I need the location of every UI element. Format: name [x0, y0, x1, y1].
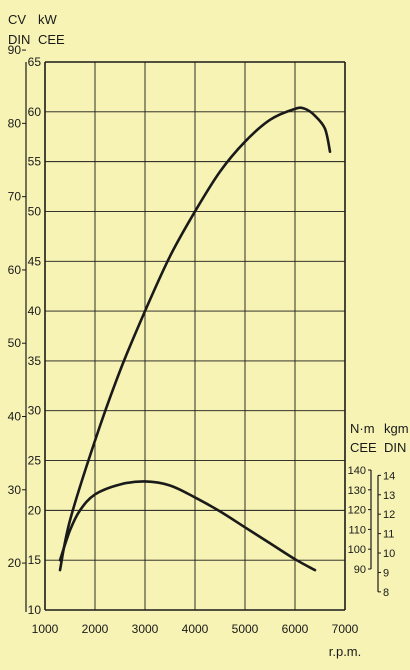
- kw-unit-label: kW: [38, 12, 58, 27]
- cv-unit-label: CV: [8, 12, 26, 27]
- nm-tick-label: 130: [348, 485, 366, 497]
- kw-tick-label: 50: [28, 204, 42, 218]
- cv-tick-label: 90: [8, 43, 22, 57]
- kw-standard-label: CEE: [38, 32, 65, 47]
- kgm-tick-label: 12: [383, 509, 395, 521]
- x-axis-label: r.p.m.: [329, 644, 362, 659]
- kgm-tick-label: 9: [383, 567, 389, 579]
- torque-curve: [58, 480, 317, 572]
- power-curve: [58, 106, 332, 572]
- kw-tick-label: 55: [28, 155, 42, 169]
- kw-tick-label: 15: [28, 553, 42, 567]
- kw-tick-label: 20: [28, 503, 42, 517]
- x-tick-label: 5000: [232, 622, 259, 636]
- nm-unit-label: N·m: [350, 421, 375, 436]
- cv-tick-label: 40: [8, 410, 22, 424]
- kw-tick-label: 40: [28, 304, 42, 318]
- kgm-tick-label: 14: [383, 470, 395, 482]
- cv-tick-label: 50: [8, 336, 22, 350]
- nm-tick-label: 110: [348, 524, 366, 536]
- x-tick-label: 7000: [332, 622, 359, 636]
- kgm-unit-label: kgm: [384, 421, 409, 436]
- cv-tick-label: 70: [8, 190, 22, 204]
- kw-tick-label: 35: [28, 354, 42, 368]
- x-tick-label: 2000: [82, 622, 109, 636]
- nm-tick-label: 120: [348, 505, 366, 517]
- x-tick-labels: 1000 2000 3000 4000 5000 6000 7000: [32, 622, 359, 636]
- nm-tick-label: 90: [354, 564, 366, 576]
- kgm-tick-label: 13: [383, 490, 395, 502]
- x-tick-label: 6000: [282, 622, 309, 636]
- curves: [58, 106, 332, 572]
- cv-tick-label: 30: [8, 483, 22, 497]
- grid: [25, 61, 346, 612]
- torque-scales: 90 100 110 120 130 140 8 9 10 11 12 13 14: [348, 465, 396, 599]
- kw-tick-labels: 10 15 20 25 30 35 40 45 50 55 60 65: [28, 55, 42, 617]
- kgm-standard-label: DIN: [384, 440, 406, 455]
- cv-standard-label: DIN: [8, 32, 30, 47]
- kw-tick-label: 10: [28, 603, 42, 617]
- kw-tick-label: 25: [28, 454, 42, 468]
- cv-tick-label: 80: [8, 116, 22, 130]
- kw-tick-label: 60: [28, 105, 42, 119]
- nm-tick-label: 140: [348, 465, 366, 477]
- kgm-tick-label: 10: [383, 548, 395, 560]
- kw-tick-label: 45: [28, 254, 42, 268]
- kgm-tick-label: 8: [383, 587, 389, 599]
- cv-tick-label: 20: [8, 556, 22, 570]
- cv-tick-label: 60: [8, 263, 22, 277]
- nm-standard-label: CEE: [350, 440, 377, 455]
- nm-tick-label: 100: [348, 544, 366, 556]
- x-tick-label: 1000: [32, 622, 59, 636]
- kw-tick-label: 30: [28, 404, 42, 418]
- kw-tick-label: 65: [28, 55, 42, 69]
- x-tick-label: 3000: [132, 622, 159, 636]
- kgm-tick-label: 11: [383, 529, 394, 541]
- cv-tick-labels: 20 30 40 50 60 70 80 90: [8, 43, 26, 570]
- x-tick-label: 4000: [182, 622, 209, 636]
